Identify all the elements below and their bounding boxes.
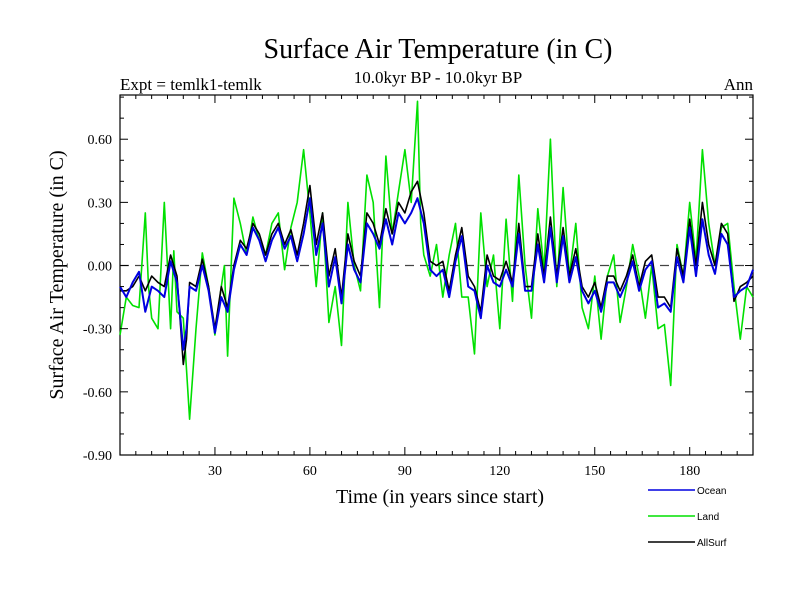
series-line-ocean xyxy=(119,197,754,351)
experiment-label: Expt = temlk1-temlk xyxy=(120,75,262,94)
legend-label-allsurf: AllSurf xyxy=(697,538,727,549)
x-axis-label: Time (in years since start) xyxy=(336,486,544,508)
plot-area: 30 60 90 120 150 180 -0.90 -0.60 -0.30 0.00 0.30 0… xyxy=(83,94,754,479)
series-line-land xyxy=(119,100,754,421)
legend-label-land: Land xyxy=(697,512,719,523)
x-tick-label: 120 xyxy=(489,464,510,479)
y-axis: -0.90 -0.60 -0.30 0.00 0.30 0.60 xyxy=(83,96,753,464)
x-axis: 30 60 90 120 150 180 xyxy=(135,95,738,479)
y-tick-label: -0.90 xyxy=(83,449,112,464)
x-tick-label: 30 xyxy=(208,464,222,479)
legend: Ocean Land AllSurf xyxy=(648,486,727,549)
x-tick-label: 90 xyxy=(398,464,412,479)
y-tick-label: 0.30 xyxy=(88,196,113,211)
x-tick-label: 150 xyxy=(584,464,605,479)
season-label: Ann xyxy=(724,75,754,94)
legend-label-ocean: Ocean xyxy=(697,486,726,497)
chart-title: Surface Air Temperature (in C) xyxy=(264,34,613,65)
y-axis-label: Surface Air Temperature (in C) xyxy=(46,150,68,399)
y-tick-label: -0.30 xyxy=(83,323,112,338)
y-tick-label: 0.60 xyxy=(88,133,113,148)
chart-subtitle: 10.0kyr BP - 10.0kyr BP xyxy=(354,68,522,87)
series-group xyxy=(119,100,754,421)
y-tick-label: -0.60 xyxy=(83,386,112,401)
x-tick-label: 180 xyxy=(679,464,700,479)
series-line-allsurf xyxy=(120,180,754,366)
y-tick-label: 0.00 xyxy=(88,260,113,275)
x-tick-label: 60 xyxy=(303,464,317,479)
